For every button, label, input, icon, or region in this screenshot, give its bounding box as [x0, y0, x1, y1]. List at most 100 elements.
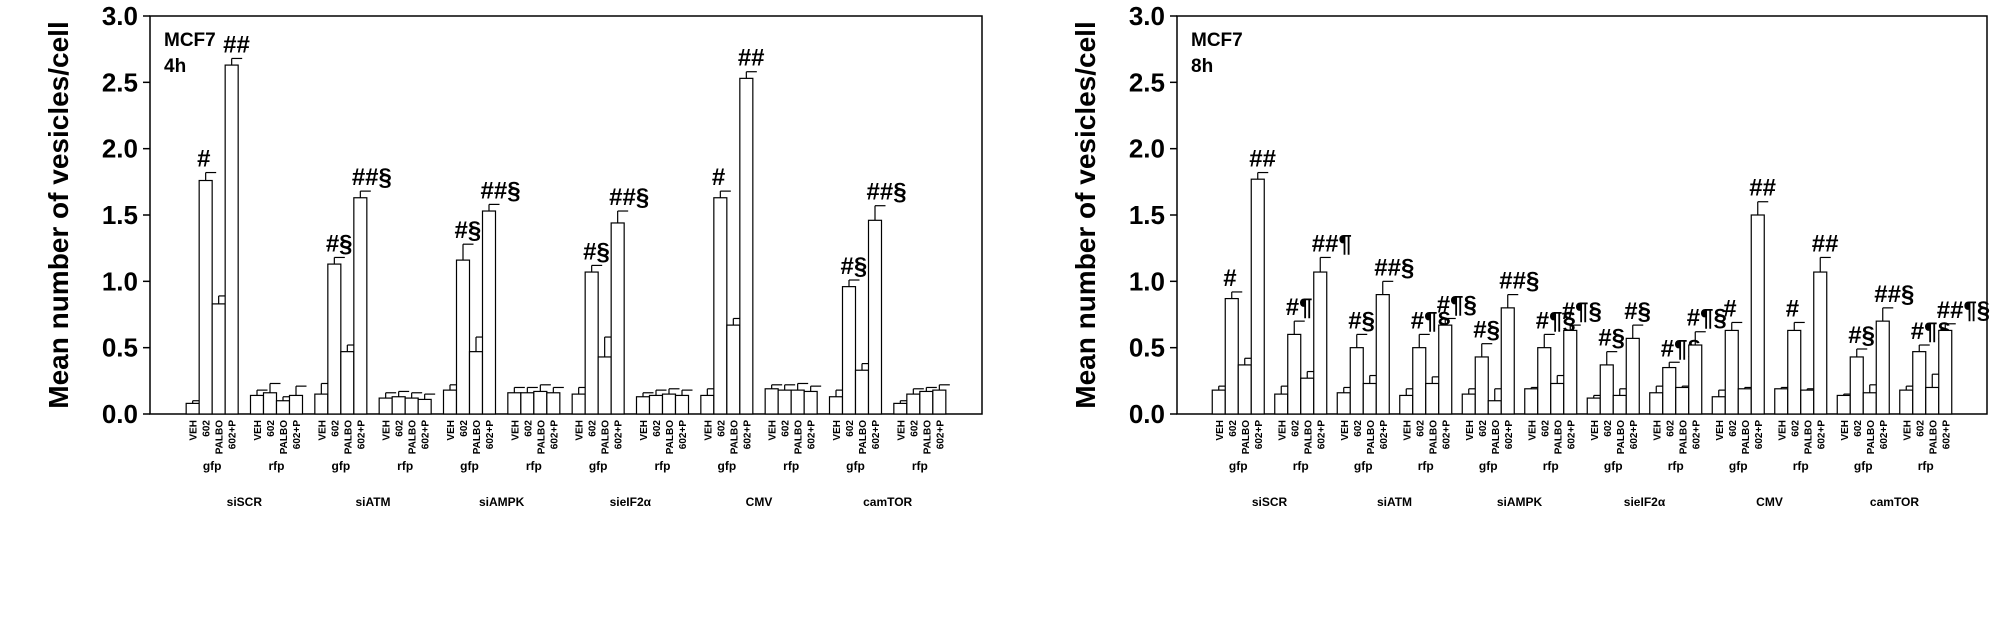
subgroup-label: rfp	[912, 459, 928, 473]
bar-label: VEH	[1340, 420, 1351, 441]
bar-label: 602+P	[292, 420, 303, 450]
bar	[1586, 397, 1601, 415]
bar-label: PALBO	[1678, 420, 1689, 454]
bar	[1875, 320, 1890, 415]
annotation: ##¶	[1312, 230, 1352, 257]
panel-label: MCF7	[164, 30, 216, 51]
bar-label: 602	[266, 420, 277, 437]
bar-label: VEH	[510, 420, 521, 441]
bar-label: PALBO	[1803, 420, 1814, 454]
bar	[404, 397, 419, 415]
group-label: sieIF2α	[610, 495, 652, 509]
bar-label: 602	[523, 420, 534, 437]
bar	[610, 222, 625, 415]
subgroup-label: gfp	[718, 459, 737, 473]
bar	[919, 390, 934, 415]
bar	[713, 197, 728, 415]
bar	[1399, 394, 1414, 415]
subgroup-label: gfp	[460, 459, 479, 473]
bar	[1800, 389, 1815, 415]
bar	[1688, 344, 1703, 415]
bar	[1737, 388, 1752, 415]
subgroup-label: gfp	[1854, 459, 1873, 473]
bar	[700, 394, 715, 415]
bar	[1425, 382, 1440, 415]
bar-label: VEH	[1715, 420, 1726, 441]
bar-label: PALBO	[279, 420, 290, 454]
bar	[932, 389, 947, 415]
bar	[468, 351, 484, 415]
bar	[1349, 347, 1364, 415]
bar-label: 602	[1415, 420, 1426, 437]
bar-label: VEH	[768, 420, 779, 441]
bar	[661, 393, 677, 415]
bar	[353, 197, 368, 415]
bar-label: PALBO	[794, 420, 805, 454]
bar-label: VEH	[1652, 420, 1663, 441]
annotation: ##	[1749, 175, 1776, 202]
y-axis-label: Mean number of vesicles/cell	[43, 21, 74, 409]
bar-label: 602+P	[1379, 420, 1390, 450]
bar-label: 602+P	[421, 420, 432, 450]
annotation: #	[712, 164, 725, 191]
bar	[442, 389, 458, 415]
bar-label: VEH	[317, 420, 328, 441]
bar-label: VEH	[253, 420, 264, 441]
bar-label: VEH	[639, 420, 650, 441]
annotation: #§	[841, 253, 868, 280]
bar	[1287, 333, 1302, 415]
bar	[1487, 400, 1502, 415]
plot-frame	[149, 15, 983, 415]
bar-label: 602+P	[1441, 420, 1452, 450]
bar-label: VEH	[703, 420, 714, 441]
y-tick-label: 1.0	[1129, 266, 1165, 296]
bar-label: PALBO	[601, 420, 612, 454]
subgroup-label: rfp	[655, 459, 671, 473]
bar-label: PALBO	[922, 420, 933, 454]
bar	[790, 389, 805, 415]
bar	[1724, 329, 1739, 415]
bar-label: VEH	[832, 420, 843, 441]
annotation: #§	[1473, 317, 1500, 344]
bar-label: VEH	[1215, 420, 1226, 441]
subgroup-label: rfp	[526, 459, 542, 473]
bar-label: 602	[845, 420, 856, 437]
bar	[520, 392, 535, 415]
bar	[1787, 329, 1802, 415]
bar	[1938, 329, 1953, 415]
bar	[1313, 271, 1328, 415]
panel-label: 8h	[1191, 56, 1213, 77]
annotation: ##§	[481, 177, 521, 204]
bar-label: 602+P	[871, 420, 882, 450]
bar	[314, 393, 329, 415]
annotation: ##§	[867, 179, 907, 206]
bar-label: PALBO	[536, 420, 547, 454]
panel-label: 4h	[164, 56, 186, 77]
bar-label: 602	[1790, 420, 1801, 437]
subgroup-label: gfp	[846, 459, 865, 473]
bar-label: VEH	[896, 420, 907, 441]
annotation: ##§	[1374, 254, 1414, 281]
bar	[1438, 324, 1453, 415]
bar-label: 602+P	[549, 420, 560, 450]
bar	[1362, 382, 1377, 415]
subgroup-label: gfp	[589, 459, 608, 473]
annotation: ##¶§	[1937, 297, 1990, 324]
bar-label: PALBO	[408, 420, 419, 454]
group-label: CMV	[1756, 495, 1783, 509]
annotation: #§	[1848, 322, 1875, 349]
bar	[1599, 364, 1614, 415]
bar	[571, 393, 586, 415]
bar	[1711, 396, 1726, 415]
annotation: #§	[1598, 325, 1625, 352]
bar-label: 602+P	[614, 420, 625, 450]
bar	[635, 396, 651, 415]
bar-label: 602	[1728, 420, 1739, 437]
subgroup-label: gfp	[1479, 459, 1498, 473]
bar	[674, 394, 690, 415]
bar-label: 602	[395, 420, 406, 437]
bar	[1625, 337, 1640, 415]
bar	[1675, 386, 1690, 415]
annotation: #§	[583, 238, 610, 265]
annotation: #§	[1348, 307, 1375, 334]
